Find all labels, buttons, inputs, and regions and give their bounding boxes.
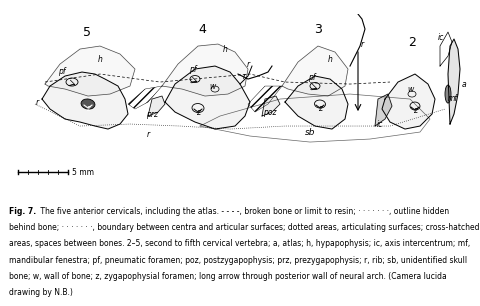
Text: 3: 3: [314, 23, 322, 36]
Text: drawing by N.B.): drawing by N.B.): [9, 288, 72, 297]
Polygon shape: [285, 76, 348, 129]
Text: prz: prz: [146, 110, 158, 118]
Text: bone; w, wall of bone; z, zygapophysial foramen; long arrow through posterior wa: bone; w, wall of bone; z, zygapophysial …: [9, 272, 446, 281]
Text: areas, spaces between bones. 2–5, second to fifth cervical vertebra; a, atlas; h: areas, spaces between bones. 2–5, second…: [9, 239, 470, 248]
Text: 5: 5: [83, 26, 91, 39]
Text: mandibular fenestra; pf, pneumatic foramen; poz, postzygapophysis; prz, prezygap: mandibular fenestra; pf, pneumatic foram…: [9, 256, 467, 265]
Text: pf: pf: [308, 73, 316, 82]
Polygon shape: [448, 39, 460, 124]
Text: sb: sb: [305, 128, 315, 136]
Polygon shape: [262, 96, 280, 116]
Text: z: z: [318, 103, 322, 113]
Polygon shape: [375, 94, 392, 126]
Text: pf: pf: [58, 67, 66, 76]
Text: z: z: [413, 106, 417, 114]
Text: r: r: [242, 72, 246, 80]
Polygon shape: [45, 46, 135, 96]
Text: w: w: [209, 81, 215, 91]
Text: r: r: [246, 60, 250, 69]
Text: h: h: [223, 45, 228, 54]
Text: 2: 2: [408, 36, 416, 49]
Text: Fig. 7.: Fig. 7.: [9, 207, 36, 216]
Ellipse shape: [445, 85, 451, 103]
Text: poz: poz: [263, 107, 277, 117]
Polygon shape: [382, 74, 435, 129]
Ellipse shape: [81, 99, 95, 109]
Text: ic: ic: [377, 120, 383, 129]
Polygon shape: [165, 66, 250, 129]
Text: r: r: [36, 98, 38, 106]
Text: r: r: [360, 39, 363, 49]
Text: behind bone; · · · · · · ·, boundary between centra and articular surfaces; dott: behind bone; · · · · · · ·, boundary bet…: [9, 223, 479, 232]
Text: h: h: [327, 55, 333, 64]
Text: 4: 4: [198, 23, 206, 36]
Text: z: z: [196, 107, 200, 117]
Text: ic: ic: [438, 33, 444, 42]
Text: 5 mm: 5 mm: [72, 168, 94, 177]
Polygon shape: [162, 44, 248, 96]
Text: h: h: [97, 55, 102, 64]
Text: pf: pf: [189, 65, 197, 74]
Text: w: w: [407, 84, 413, 94]
Polygon shape: [42, 72, 128, 129]
Text: r: r: [146, 129, 150, 139]
Text: z: z: [86, 103, 90, 113]
Polygon shape: [282, 46, 348, 96]
Text: mf: mf: [448, 94, 458, 103]
Text: a: a: [462, 80, 467, 88]
Polygon shape: [148, 96, 165, 116]
Text: The five anterior cervicals, including the atlas. - - - -, broken bone or limit : The five anterior cervicals, including t…: [38, 207, 450, 216]
